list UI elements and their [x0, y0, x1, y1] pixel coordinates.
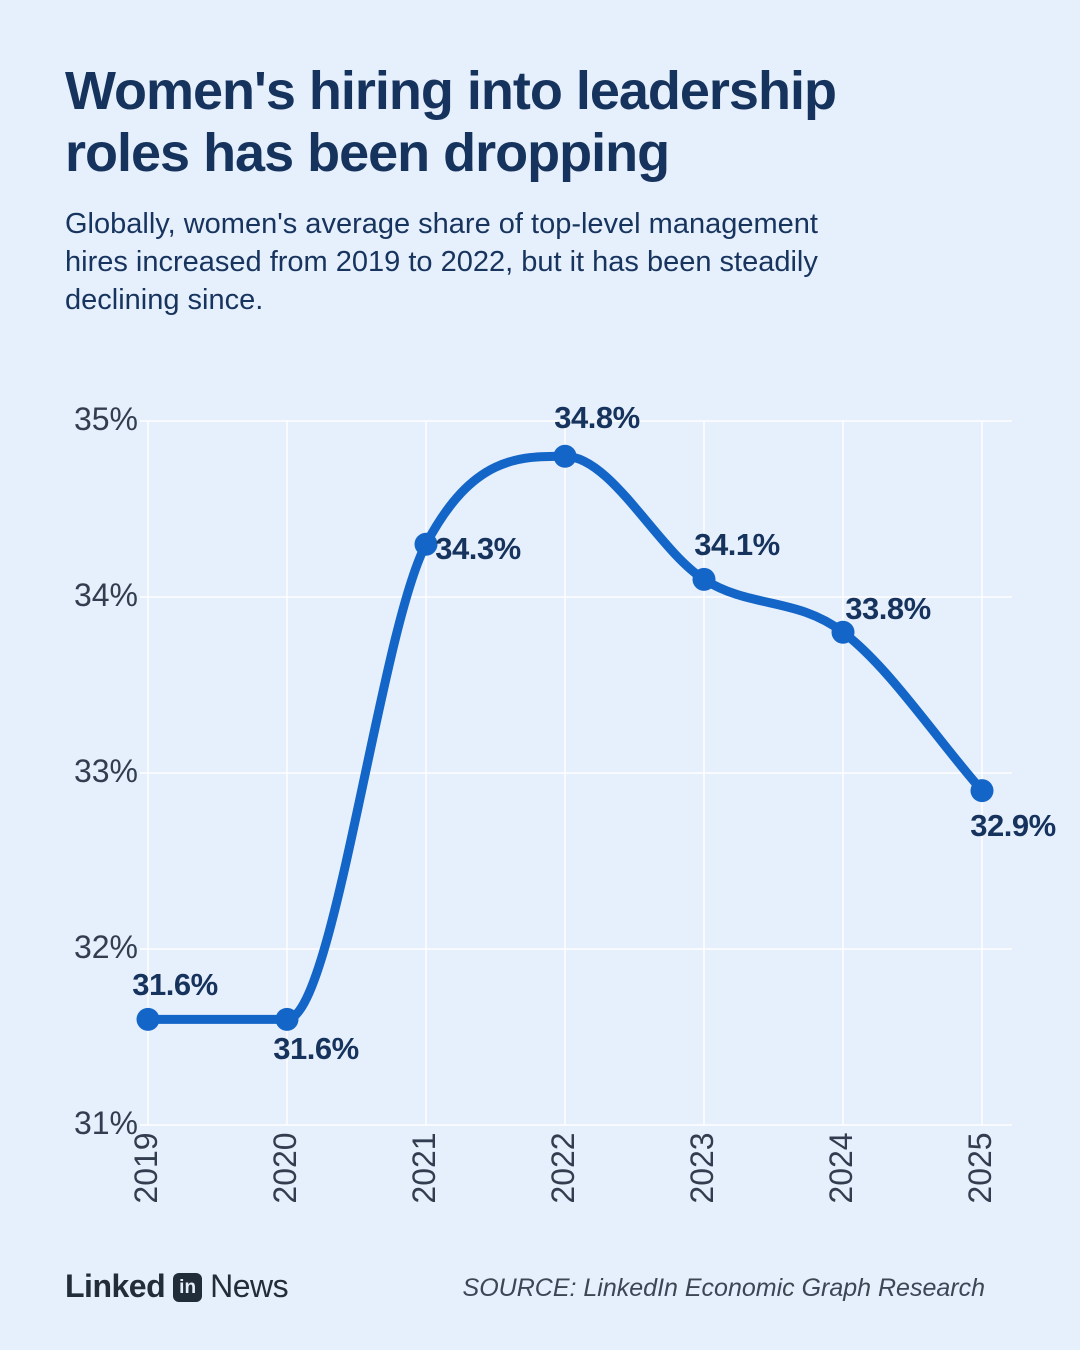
logo-news-text: News [210, 1268, 289, 1304]
logo-in-text: in [179, 1276, 197, 1298]
page-title-line-2: roles has been dropping [65, 123, 670, 183]
page-subtitle-line-2: hires increased from 2019 to 2022, but i… [65, 246, 818, 278]
y-axis-tick-33%: 33% [73, 753, 138, 789]
data-label-2020: 31.6% [273, 1031, 359, 1067]
data-point-2021 [414, 532, 438, 556]
data-point-2024 [831, 620, 855, 644]
data-point-2023 [692, 567, 716, 591]
y-axis-tick-34%: 34% [73, 577, 138, 613]
y-axis-tick-32%: 32% [73, 929, 138, 965]
data-label-2019: 31.6% [132, 967, 218, 1003]
x-axis-tick-2022: 2022 [545, 1132, 581, 1204]
page-subtitle-line-1: Globally, women's average share of top-l… [65, 208, 818, 240]
data-label-2021: 34.3% [435, 531, 521, 567]
linkedin-news-logo: Linked in News [65, 1268, 289, 1305]
data-label-2023: 34.1% [694, 527, 780, 563]
linkedin-in-badge-icon: in [173, 1273, 203, 1302]
data-label-2024: 33.8% [845, 591, 931, 627]
x-axis-tick-2024: 2024 [823, 1132, 859, 1204]
x-axis-tick-2025: 2025 [962, 1132, 998, 1204]
data-point-2020 [275, 1007, 299, 1031]
data-label-2025: 32.9% [970, 807, 1056, 843]
data-label-2022: 34.8% [554, 400, 640, 436]
y-axis-tick-35%: 35% [73, 401, 138, 437]
x-axis-tick-2019: 2019 [128, 1132, 164, 1204]
page-subtitle: Globally, women's average share of top-l… [65, 205, 818, 319]
page-title-line-1: Women's hiring into leadership [65, 61, 837, 121]
x-axis-tick-2023: 2023 [684, 1132, 720, 1204]
data-point-2019 [136, 1007, 160, 1031]
x-axis-tick-2020: 2020 [267, 1132, 303, 1204]
logo-linked-text: Linked [65, 1268, 166, 1304]
y-axis-tick-31%: 31% [73, 1105, 138, 1141]
page-title: Women's hiring into leadership roles has… [65, 60, 837, 184]
page-subtitle-line-3: declining since. [65, 284, 264, 316]
source-credit: SOURCE: LinkedIn Economic Graph Research [462, 1274, 985, 1302]
data-point-2025 [970, 779, 994, 803]
data-point-2022 [553, 444, 577, 468]
x-axis-tick-2021: 2021 [406, 1132, 442, 1204]
